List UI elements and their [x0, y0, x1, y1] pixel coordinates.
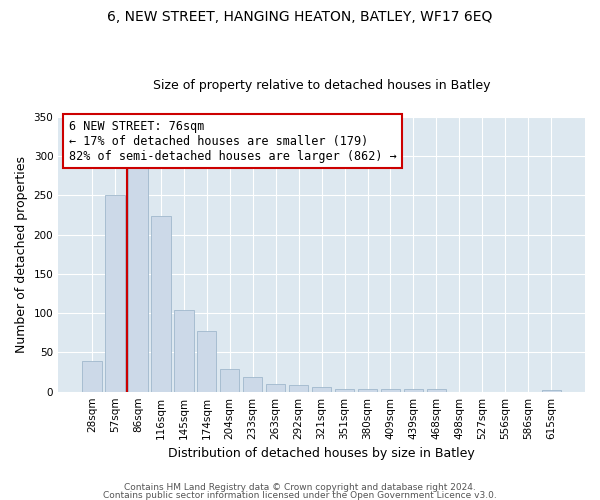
Bar [335, 388, 355, 392]
Bar [174, 310, 194, 392]
X-axis label: Distribution of detached houses by size in Batley: Distribution of detached houses by size … [168, 447, 475, 460]
Bar [312, 387, 331, 392]
Bar [128, 163, 148, 392]
Text: Contains HM Land Registry data © Crown copyright and database right 2024.: Contains HM Land Registry data © Crown c… [124, 483, 476, 492]
Text: Contains public sector information licensed under the Open Government Licence v3: Contains public sector information licen… [103, 492, 497, 500]
Bar [151, 216, 170, 392]
Bar [243, 377, 262, 392]
Bar [266, 384, 286, 392]
Bar [197, 331, 217, 392]
Bar [105, 196, 125, 392]
Bar [427, 390, 446, 392]
Y-axis label: Number of detached properties: Number of detached properties [15, 156, 28, 352]
Text: 6, NEW STREET, HANGING HEATON, BATLEY, WF17 6EQ: 6, NEW STREET, HANGING HEATON, BATLEY, W… [107, 10, 493, 24]
Bar [82, 361, 101, 392]
Bar [289, 384, 308, 392]
Bar [404, 388, 423, 392]
Bar [220, 369, 239, 392]
Text: 6 NEW STREET: 76sqm
← 17% of detached houses are smaller (179)
82% of semi-detac: 6 NEW STREET: 76sqm ← 17% of detached ho… [69, 120, 397, 162]
Bar [542, 390, 561, 392]
Bar [381, 388, 400, 392]
Title: Size of property relative to detached houses in Batley: Size of property relative to detached ho… [153, 79, 490, 92]
Bar [358, 388, 377, 392]
